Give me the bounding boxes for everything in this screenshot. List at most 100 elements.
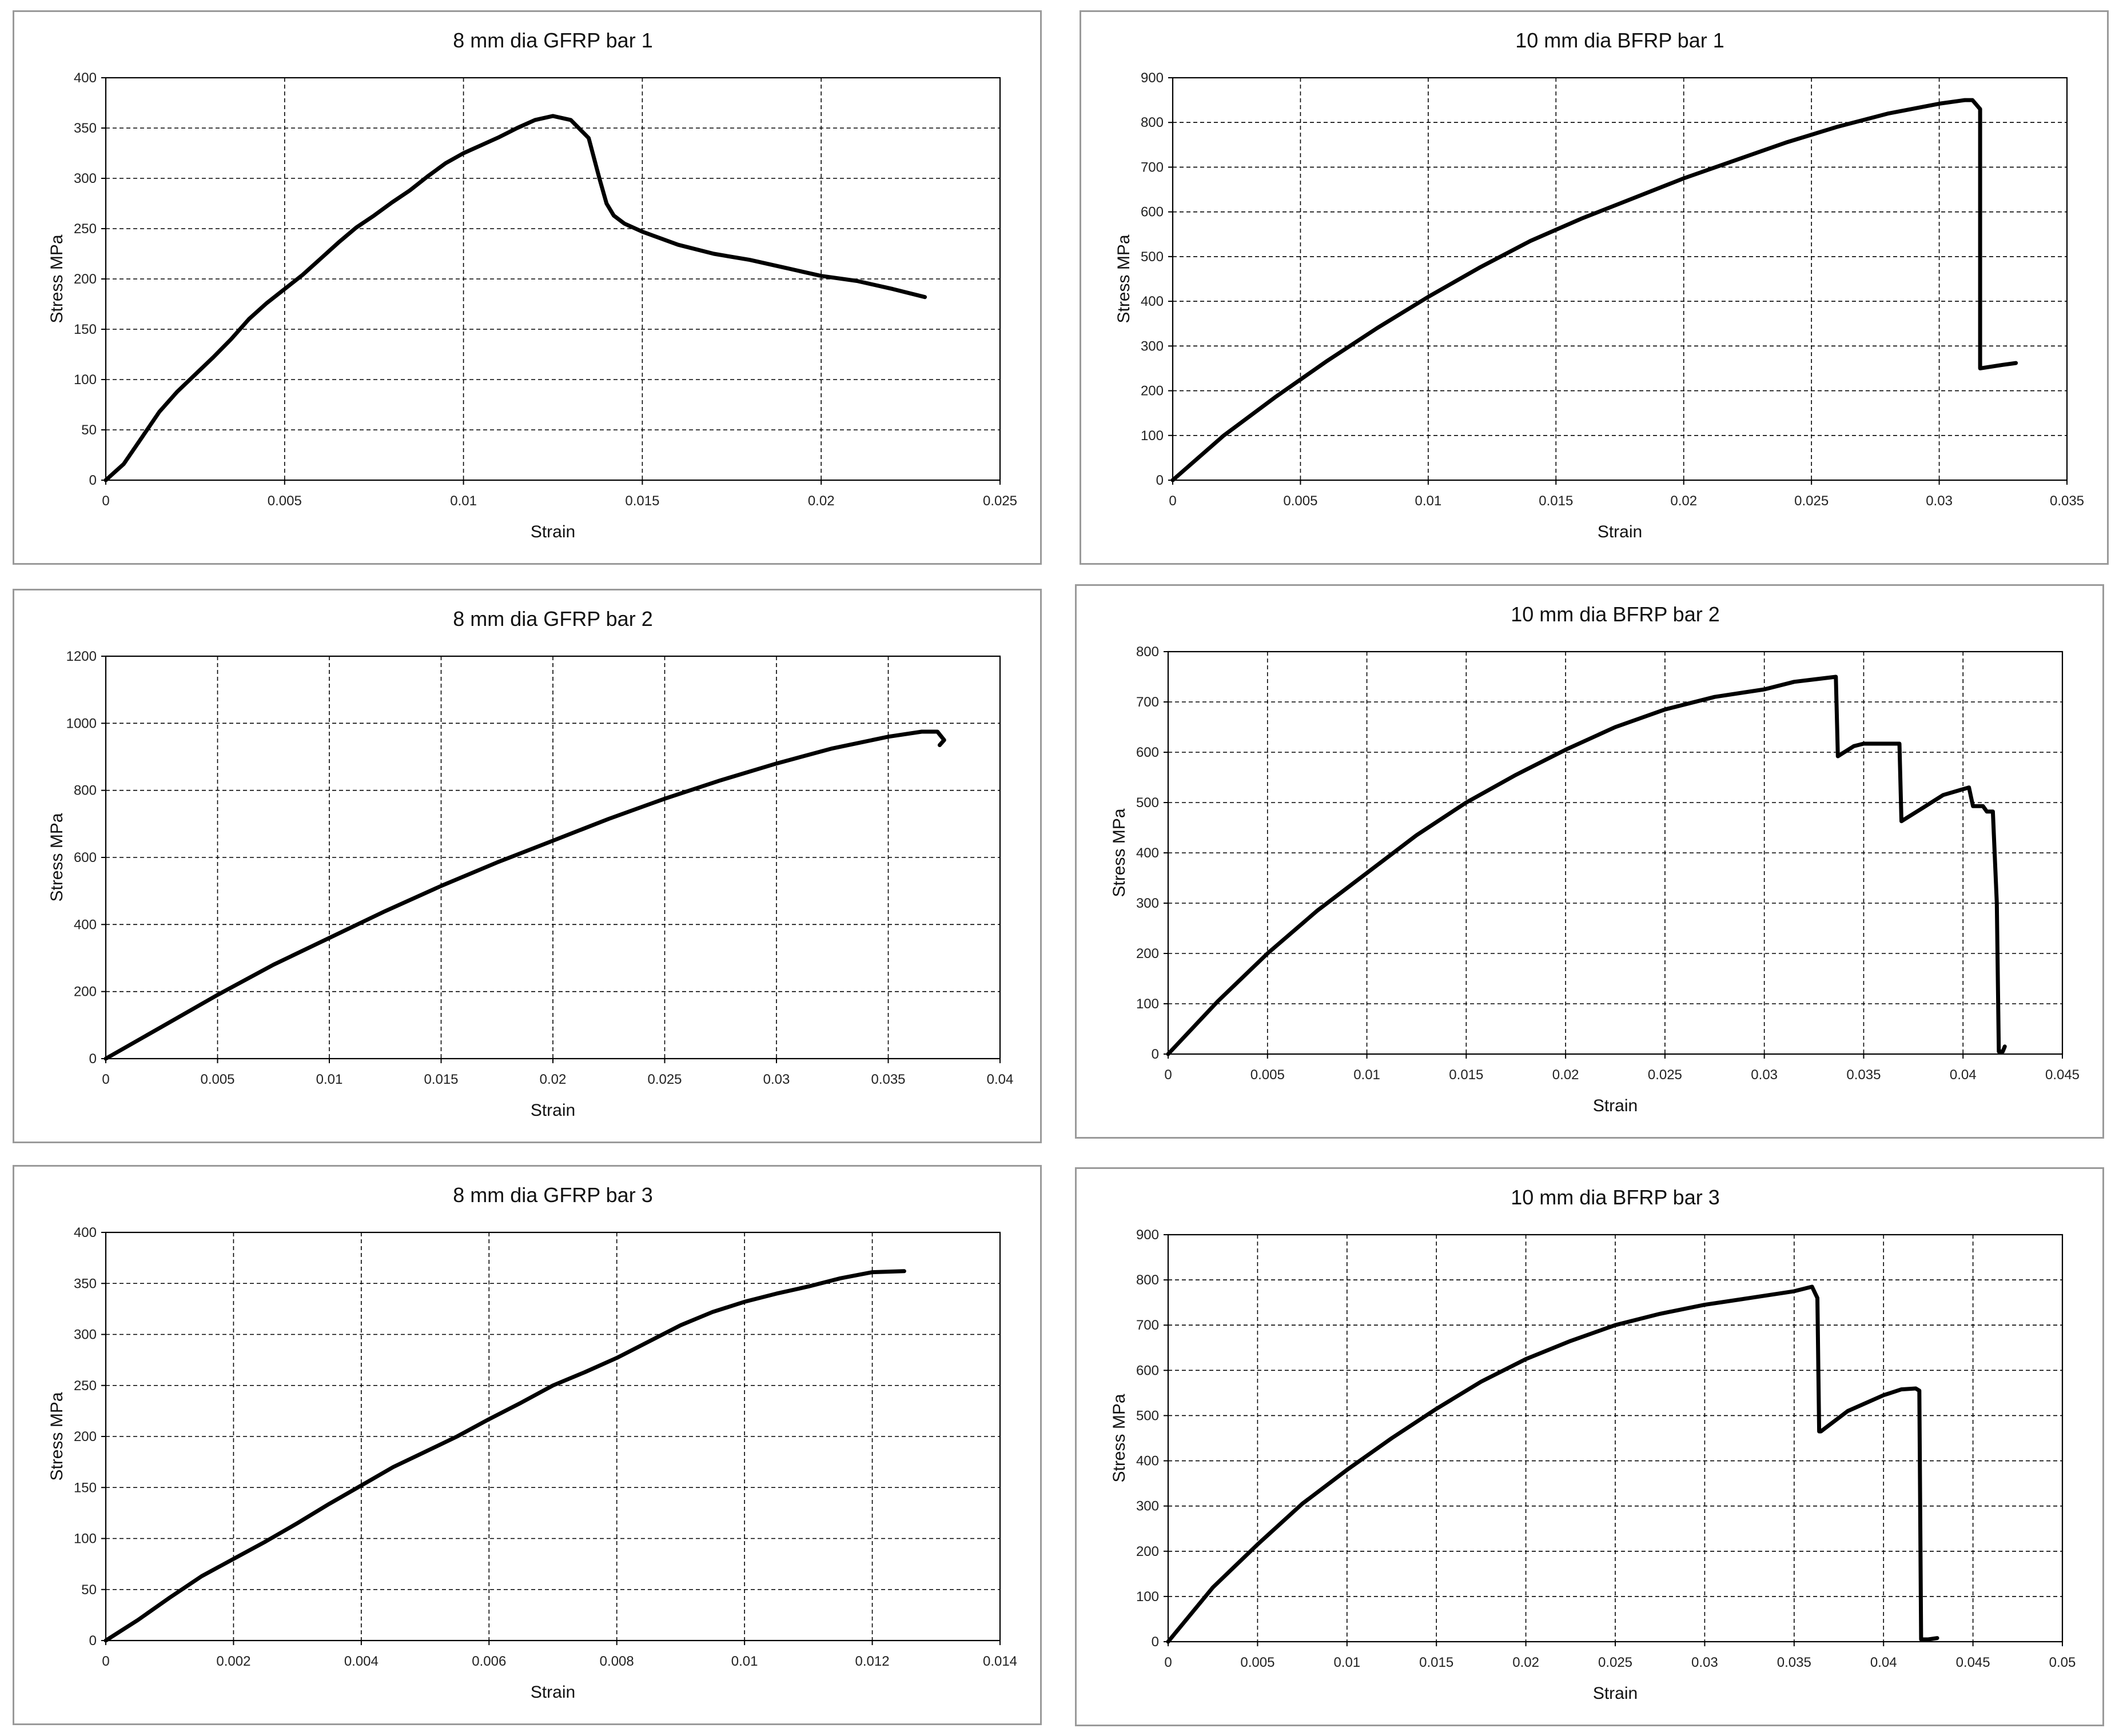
y-tick-label: 800: [1136, 644, 1159, 660]
x-tick-label: 0.025: [1598, 1655, 1632, 1670]
series-line-stress-strain: [103, 729, 946, 1061]
y-tick-label: 300: [74, 1327, 97, 1343]
y-tick-label: 1200: [66, 649, 97, 664]
chart-panel-gfrp-bar-2: 8 mm dia GFRP bar 2 0 0.005 0.01 0.015 0.02 0.…: [13, 589, 1042, 1143]
x-tick-label: 0.005: [1283, 493, 1317, 509]
y-tick-label: 300: [74, 171, 97, 186]
series-line-stress-strain: [1166, 1284, 1939, 1644]
x-tick-label: 0.035: [1846, 1067, 1881, 1083]
x-tick-label: 0.005: [1250, 1067, 1285, 1083]
chart-panel-gfrp-bar-1: 8 mm dia GFRP bar 1 0 0.005 0.01 0.015 0.02 0.…: [13, 10, 1042, 565]
y-tick-label: 900: [1141, 70, 1164, 86]
x-tick-label: 0.025: [1794, 493, 1829, 509]
x-tick-label: 0.01: [1333, 1655, 1360, 1670]
x-tick-label: 0.01: [1415, 493, 1441, 509]
series-line-stress-strain: [1166, 675, 2007, 1056]
chart-svg-bfrp-bar-2: 10 mm dia BFRP bar 2 0 0.005 0.01 0.015 0.02 0…: [1110, 602, 2080, 1115]
x-tick-label: 0.03: [1751, 1067, 1778, 1083]
y-tick-label: 500: [1136, 1408, 1159, 1423]
y-axis-label: Stress MPa: [1110, 1394, 1129, 1482]
x-tick-label: 0.005: [268, 493, 302, 509]
x-tick-label: 0.02: [540, 1072, 567, 1087]
y-tick-label: 600: [1136, 745, 1159, 760]
x-tick-label: 0: [1164, 1067, 1172, 1083]
x-tick-label: 0.015: [424, 1072, 458, 1087]
x-tick-label: 0.04: [1950, 1067, 1977, 1083]
x-tick-label: 0: [1169, 493, 1176, 509]
y-tick-label: 400: [1136, 1454, 1159, 1469]
chart-svg-bfrp-bar-3: 10 mm dia BFRP bar 3 0 0.005 0.01 0.015 0.02 0…: [1110, 1186, 2076, 1703]
y-tick-label: 100: [1136, 996, 1159, 1012]
x-tick-label: 0.006: [472, 1654, 506, 1669]
x-tick-label: 0: [1164, 1655, 1172, 1670]
y-axis-label: Stress MPa: [1114, 234, 1133, 323]
y-tick-label: 200: [74, 984, 97, 1000]
y-tick-label: 600: [1141, 205, 1164, 220]
x-tick-label: 0.02: [1512, 1655, 1539, 1670]
y-tick-label: 100: [74, 372, 97, 388]
x-tick-label: 0.008: [600, 1654, 634, 1669]
y-tick-label: 400: [1136, 845, 1159, 861]
y-tick-label: 200: [74, 1429, 97, 1444]
series-line-stress-strain: [1170, 98, 2018, 482]
x-tick-label: 0.01: [731, 1654, 758, 1669]
x-tick-label: 0.045: [1956, 1655, 1990, 1670]
chart-title: 10 mm dia BFRP bar 2: [1511, 602, 1719, 626]
x-tick-label: 0.015: [1449, 1067, 1483, 1083]
x-tick-label: 0.025: [1648, 1067, 1682, 1083]
x-tick-label: 0.015: [1539, 493, 1573, 509]
x-tick-label: 0.014: [983, 1654, 1017, 1669]
x-tick-label: 0.05: [2049, 1655, 2076, 1670]
x-tick-label: 0.03: [1691, 1655, 1718, 1670]
y-tick-label: 0: [89, 473, 97, 488]
chart-panel-bfrp-bar-1: 10 mm dia BFRP bar 1 0 0.005 0.01 0.015 0.02 0…: [1080, 10, 2109, 565]
y-axis-label: Stress MPa: [47, 1392, 66, 1480]
chart-panel-bfrp-bar-2: 10 mm dia BFRP bar 2 0 0.005 0.01 0.015 0.02 0…: [1075, 584, 2104, 1139]
x-tick-label: 0.025: [647, 1072, 682, 1087]
x-tick-label: 0.02: [808, 493, 835, 509]
y-tick-label: 700: [1136, 695, 1159, 710]
chart-title: 8 mm dia GFRP bar 3: [453, 1183, 652, 1207]
y-tick-label: 300: [1136, 1499, 1159, 1514]
x-tick-label: 0.004: [344, 1654, 379, 1669]
x-tick-label: 0.035: [2050, 493, 2084, 509]
y-tick-label: 700: [1141, 159, 1164, 175]
y-tick-label: 600: [74, 850, 97, 865]
x-tick-label: 0.012: [855, 1654, 890, 1669]
chart-svg-gfrp-bar-3: 8 mm dia GFRP bar 3 0 0.002 0.004 0.006 0.008…: [47, 1183, 1017, 1702]
x-tick-label: 0.02: [1670, 493, 1697, 509]
x-tick-label: 0.005: [200, 1072, 234, 1087]
y-tick-label: 350: [74, 1276, 97, 1291]
y-tick-label: 500: [1141, 249, 1164, 265]
series-line-stress-strain: [103, 1269, 906, 1643]
y-tick-label: 350: [74, 121, 97, 136]
y-tick-label: 200: [1136, 1544, 1159, 1559]
y-tick-label: 900: [1136, 1227, 1159, 1243]
y-tick-label: 100: [1141, 428, 1164, 444]
y-tick-label: 50: [81, 422, 97, 438]
chart-svg-gfrp-bar-1: 8 mm dia GFRP bar 1 0 0.005 0.01 0.015 0.02 0.…: [47, 29, 1017, 541]
y-tick-label: 100: [1136, 1589, 1159, 1605]
y-tick-label: 800: [1141, 115, 1164, 130]
y-tick-label: 200: [1141, 384, 1164, 399]
y-tick-label: 800: [74, 783, 97, 799]
y-tick-label: 0: [1156, 473, 1164, 488]
y-axis-label: Stress MPa: [47, 813, 66, 901]
y-tick-label: 150: [74, 322, 97, 337]
x-tick-label: 0: [102, 493, 109, 509]
x-axis-label: Strain: [1593, 1096, 1638, 1115]
x-tick-label: 0.03: [763, 1072, 790, 1087]
chart-svg-bfrp-bar-1: 10 mm dia BFRP bar 1 0 0.005 0.01 0.015 0.02 0…: [1114, 29, 2084, 541]
y-tick-label: 0: [89, 1051, 97, 1067]
x-tick-label: 0.015: [625, 493, 659, 509]
x-axis-label: Strain: [531, 1101, 575, 1120]
y-tick-label: 700: [1136, 1318, 1159, 1333]
x-tick-label: 0.02: [1552, 1067, 1579, 1083]
x-tick-label: 0.002: [216, 1654, 250, 1669]
x-tick-label: 0: [102, 1072, 109, 1087]
y-tick-label: 200: [1136, 946, 1159, 961]
series-line-stress-strain: [103, 114, 927, 482]
x-tick-label: 0.035: [871, 1072, 905, 1087]
y-tick-label: 0: [1152, 1047, 1159, 1062]
x-tick-label: 0.015: [1419, 1655, 1453, 1670]
